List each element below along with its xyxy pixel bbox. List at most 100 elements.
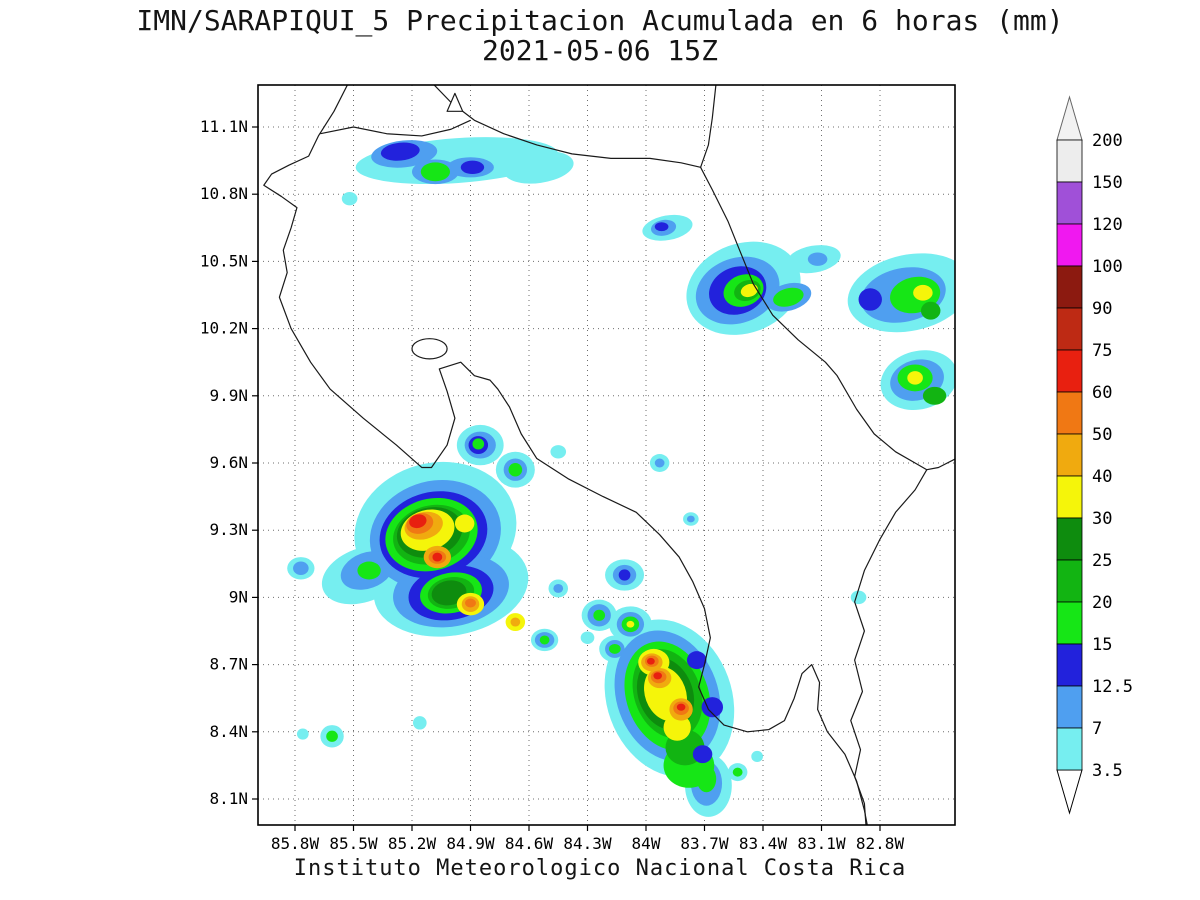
colorbar-segment (1056, 391, 1083, 435)
colorbar-segment (1056, 349, 1083, 393)
lat-tick-label: 8.1N (209, 789, 248, 808)
lat-tick-label: 9.3N (209, 520, 248, 539)
precip-cell (701, 697, 724, 718)
colorbar-segment (1056, 265, 1083, 309)
lon-tick-label: 82.8W (856, 834, 905, 853)
precip-cell (676, 703, 686, 711)
precip-cell (341, 191, 358, 206)
colorbar-segment (1056, 517, 1083, 561)
precip-cell (460, 160, 485, 175)
precip-cell (920, 301, 941, 320)
coastline-layer (263, 85, 955, 825)
precip-cell (454, 514, 475, 533)
precip-cell (654, 222, 669, 232)
precip-cell (412, 716, 427, 730)
precip-cell (654, 458, 665, 468)
precipitation-field (287, 137, 955, 817)
precip-cell (773, 287, 804, 307)
nicaragua-border (320, 119, 471, 137)
precip-cell (858, 288, 882, 311)
precip-cell (686, 651, 707, 670)
lon-tick-label: 84.3W (563, 834, 612, 853)
precip-cell (686, 515, 695, 523)
precip-cell (465, 598, 476, 608)
colorbar-arrow-up (1056, 95, 1083, 141)
lat-tick-label: 10.5N (200, 251, 248, 270)
precip-cell (326, 730, 338, 742)
precip-cell (431, 580, 467, 606)
colorbar-label: 75 (1092, 341, 1112, 361)
lat-tick-label: 11.1N (200, 117, 248, 136)
lon-tick-label: 84W (632, 834, 661, 853)
lon-tick-label: 83.4W (739, 834, 788, 853)
lat-tick-label: 9N (229, 587, 248, 606)
colorbar-segment (1056, 685, 1083, 729)
precip-cell (732, 767, 743, 777)
lon-tick-label: 85.2W (388, 834, 437, 853)
colorbar-label: 120 (1092, 215, 1123, 235)
precip-cell (553, 583, 564, 593)
colorbar-arrow-down (1056, 769, 1083, 815)
colorbar: 200 150 120 100 90 75 60 50 40 30 25 20 15 12.5 7 3.5 (1056, 95, 1133, 815)
colorbar-segment (1056, 433, 1083, 477)
chira-island (411, 338, 448, 360)
precip-cell (420, 162, 451, 182)
lat-tick-label: 10.2N (200, 319, 248, 338)
precip-cell (472, 438, 485, 450)
colorbar-label: 25 (1092, 551, 1112, 571)
precip-cell (333, 584, 347, 597)
plot-frame (257, 84, 956, 826)
colorbar-label: 40 (1092, 467, 1112, 487)
precip-cell (508, 463, 523, 477)
precip-cell (646, 657, 655, 665)
colorbar-label: 7 (1092, 719, 1102, 739)
precip-cell (653, 672, 662, 680)
pacific-coast (263, 85, 868, 825)
colorbar-segment (1056, 181, 1083, 225)
precip-cell (293, 561, 309, 576)
precip-cell (751, 750, 764, 763)
colorbar-label: 150 (1092, 173, 1123, 193)
colorbar-label: 50 (1092, 425, 1112, 445)
lon-tick-label: 85.5W (329, 834, 378, 853)
colorbar-segment (1056, 727, 1083, 771)
lon-tick-label: 83.1W (797, 834, 846, 853)
lon-tick-label: 84.6W (505, 834, 554, 853)
precip-cell (807, 252, 828, 266)
precip-cell (510, 617, 521, 627)
axis-ticks (252, 126, 881, 831)
lon-tick-label: 85.8W (271, 834, 320, 853)
precip-cell (580, 631, 595, 644)
source-caption: Instituto Meteorologico Nacional Costa R… (293, 856, 907, 881)
colorbar-segment (1056, 223, 1083, 267)
colorbar-label: 12.5 (1092, 677, 1133, 697)
colorbar-segment (1056, 559, 1083, 603)
colorbar-label: 90 (1092, 299, 1112, 319)
precip-cell (593, 609, 606, 621)
colorbar-label: 3.5 (1092, 761, 1123, 781)
precip-cell (550, 445, 567, 459)
lat-tick-label: 8.4N (209, 722, 248, 741)
lake-nicaragua-san-juan (433, 85, 717, 168)
colorbar-segment (1056, 139, 1083, 183)
lat-tick-label: 9.6N (209, 453, 248, 472)
caribbean-coast (700, 167, 955, 471)
colorbar-segment (1056, 643, 1083, 687)
lon-tick-label: 83.7W (680, 834, 729, 853)
precip-cell (626, 620, 635, 628)
lon-tick-label: 84.9W (446, 834, 495, 853)
colorbar-segment (1056, 307, 1083, 351)
precip-cell (503, 151, 574, 184)
precip-cell (409, 514, 427, 529)
precip-cell (618, 569, 631, 581)
precip-cell (296, 728, 309, 740)
colorbar-segment (1056, 475, 1083, 519)
colorbar-segment (1056, 601, 1083, 645)
precip-cell (913, 284, 933, 301)
panama-border (850, 469, 928, 825)
precip-cell (539, 635, 550, 645)
colorbar-label: 60 (1092, 383, 1112, 403)
chart-title: IMN/SARAPIQUI_5 Precipitacion Acumulada … (136, 4, 1064, 37)
